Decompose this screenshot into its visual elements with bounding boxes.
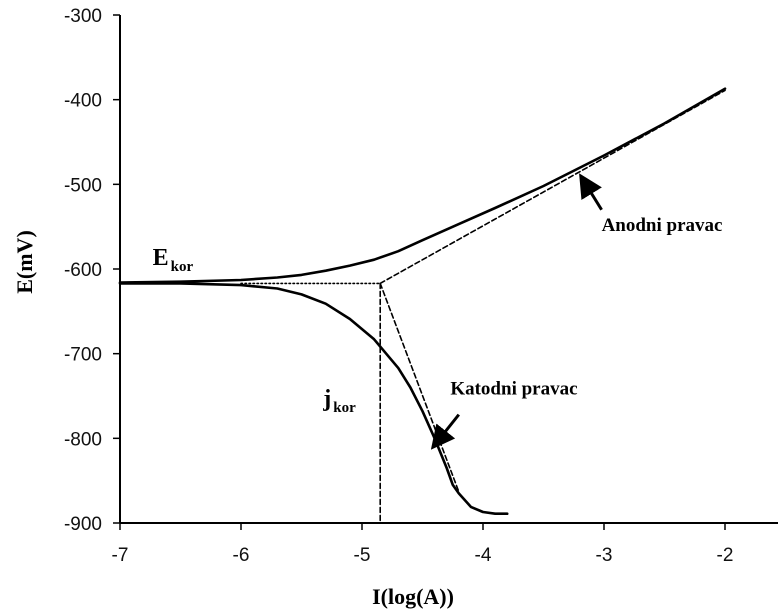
annotation-katodni-pravac: Katodni pravac [450, 378, 577, 399]
annotation-j-kor-main: j [322, 386, 331, 412]
annotation-e-kor-subscript: kor [171, 259, 194, 275]
x-tick-label: -2 [717, 545, 734, 566]
y-tick-label: -600 [64, 260, 102, 281]
arrow-anodni-pravac [579, 173, 603, 211]
series-group [118, 87, 727, 524]
arrow-katodni-pravac [430, 413, 460, 450]
y-tick-label: -900 [64, 514, 102, 535]
series-anodic-branch [118, 87, 727, 284]
x-tick-label: -6 [233, 545, 250, 566]
x-tick-label: -3 [596, 545, 613, 566]
series-cathodic-branch [118, 282, 509, 516]
y-tick-label: -500 [64, 175, 102, 196]
annotation-katodni-pravac-main: Katodni pravac [450, 378, 577, 399]
y-axis-title: E(mV) [12, 230, 37, 294]
annotation-j-kor-subscript: kor [333, 400, 356, 416]
x-axis-title: I(log(A)) [372, 584, 454, 609]
annotation-e-kor-main: E [153, 245, 169, 271]
y-tick-label: -700 [64, 345, 102, 366]
series-anodic-tafel-line [379, 89, 726, 285]
annotation-j-kor: j kor [322, 386, 356, 416]
annotation-anodni-pravac: Anodni pravac [602, 215, 723, 236]
ticks: -7 -6 -5 -4 -3 -2 -300 -400 -500 -600 -700 -800 -900 [64, 6, 733, 566]
axes [119, 15, 778, 524]
y-tick-label: -800 [64, 429, 102, 450]
x-tick-label: -7 [112, 545, 129, 566]
x-tick-label: -5 [354, 545, 371, 566]
y-tick-label: -300 [64, 6, 102, 27]
y-tick-label: -400 [64, 91, 102, 112]
x-tick-label: -4 [475, 545, 492, 566]
annotation-anodni-pravac-main: Anodni pravac [602, 215, 723, 236]
series-cathodic-tafel-line [379, 282, 460, 493]
